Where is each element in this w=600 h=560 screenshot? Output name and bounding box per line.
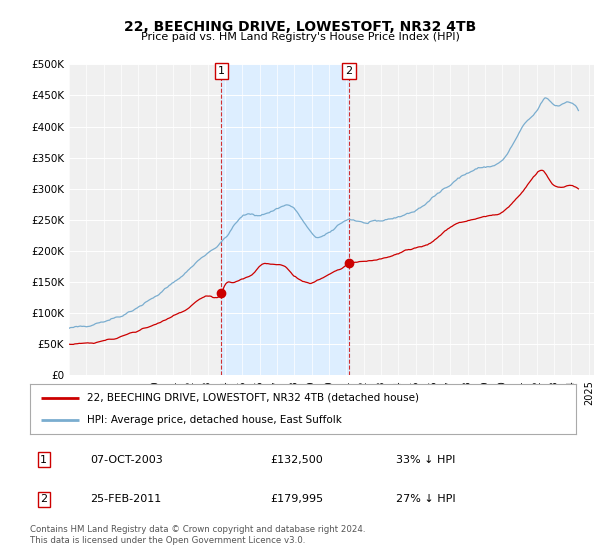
Bar xyxy=(221,64,349,375)
Text: £179,995: £179,995 xyxy=(270,494,323,504)
Text: 1: 1 xyxy=(218,66,225,76)
Text: 25-FEB-2011: 25-FEB-2011 xyxy=(90,494,161,504)
Text: Price paid vs. HM Land Registry's House Price Index (HPI): Price paid vs. HM Land Registry's House … xyxy=(140,32,460,42)
Text: 22, BEECHING DRIVE, LOWESTOFT, NR32 4TB (detached house): 22, BEECHING DRIVE, LOWESTOFT, NR32 4TB … xyxy=(88,393,419,403)
Text: 27% ↓ HPI: 27% ↓ HPI xyxy=(396,494,455,504)
Text: 2: 2 xyxy=(40,494,47,504)
Text: 2: 2 xyxy=(345,66,352,76)
Text: 33% ↓ HPI: 33% ↓ HPI xyxy=(396,455,455,465)
Text: HPI: Average price, detached house, East Suffolk: HPI: Average price, detached house, East… xyxy=(88,416,342,426)
Text: £132,500: £132,500 xyxy=(270,455,323,465)
Text: 22, BEECHING DRIVE, LOWESTOFT, NR32 4TB: 22, BEECHING DRIVE, LOWESTOFT, NR32 4TB xyxy=(124,20,476,34)
Text: 1: 1 xyxy=(40,455,47,465)
Text: Contains HM Land Registry data © Crown copyright and database right 2024.
This d: Contains HM Land Registry data © Crown c… xyxy=(30,525,365,545)
Text: 07-OCT-2003: 07-OCT-2003 xyxy=(90,455,163,465)
